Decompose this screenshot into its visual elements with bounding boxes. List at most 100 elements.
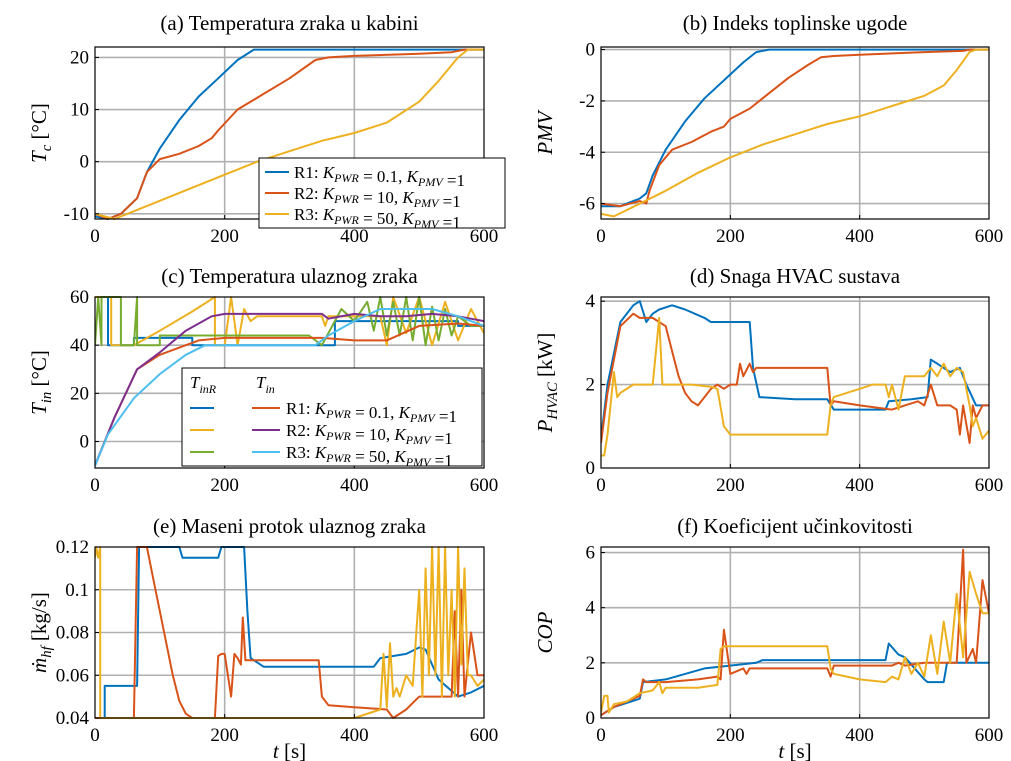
- series-line-1: [95, 296, 484, 347]
- x-tick-label: 600: [470, 226, 499, 247]
- y-tick-label: 0.04: [56, 708, 90, 729]
- x-tick-label: 200: [210, 725, 239, 746]
- x-tick-label: 600: [975, 475, 1004, 496]
- y-tick-label: 0.06: [56, 665, 89, 686]
- legend-entry: R2: KPWR = 10, KPMV =1: [286, 421, 453, 448]
- y-tick-label: -2: [579, 91, 595, 112]
- series-line-3: [95, 296, 484, 347]
- series-line-2: [95, 546, 484, 719]
- y-tick-label: 2: [586, 375, 596, 396]
- series-line-3: [95, 48, 484, 220]
- chart-panel-4: 0 200 400 600 0 2 4 (d) Snaga HVAC sustava PHVAC…: [533, 264, 1003, 496]
- y-axis-label: PHVAC [kW]: [533, 333, 561, 434]
- x-tick-label: 0: [596, 226, 606, 247]
- y-tick-label: 0: [80, 152, 90, 173]
- series-line-2: [601, 312, 989, 444]
- y-axis-label: COP: [533, 611, 557, 653]
- x-tick-label: 0: [90, 226, 100, 247]
- x-tick-label: 200: [210, 226, 239, 247]
- x-tick-label: 200: [716, 725, 745, 746]
- y-tick-label: 4: [586, 291, 596, 312]
- legend-header: Tin: [256, 373, 275, 396]
- y-tick-label: 40: [70, 335, 89, 356]
- legend-entry: R3: KPWR = 50, KPMV =1: [294, 205, 461, 232]
- y-tick-label: 20: [70, 383, 89, 404]
- chart-title: (c) Temperatura ulaznog zraka: [161, 264, 418, 288]
- chart-panel-2: 0 200 400 600 -6 -4 -2 0 (b) Indeks toplinske ug…: [533, 11, 1003, 247]
- y-axis-label: Tin [°C]: [27, 350, 55, 415]
- x-tick-label: 400: [845, 226, 874, 247]
- x-tick-label: 200: [210, 475, 239, 496]
- legend-entry: R2: KPWR = 10, KPMV =1: [294, 184, 461, 211]
- axes-frame: [94, 296, 485, 469]
- series-line-1: [601, 300, 989, 439]
- y-tick-label: -10: [64, 204, 89, 225]
- chart-title: (e) Maseni protok ulaznog zraka: [153, 514, 427, 538]
- chart-panel-5: 0 200 400 600 0.04 0.06 0.08 0.1 0.12 (e) Maseni …: [27, 514, 498, 761]
- y-axis-label: ṁhf [kg/s]: [27, 592, 55, 673]
- axes-frame: [600, 296, 990, 469]
- y-tick-label: 2: [586, 653, 596, 674]
- legend: TinR Tin R1: KPWR = 0.1, KPMV =1R2: KPWR =…: [181, 367, 483, 470]
- chart-title: (d) Snaga HVAC sustava: [690, 264, 901, 288]
- y-tick-label: -6: [579, 194, 595, 215]
- series-line-2: [95, 296, 484, 347]
- y-tick-label: 0: [586, 458, 596, 479]
- x-tick-label: 200: [716, 475, 745, 496]
- legend: R1: KPWR = 0.1, KPMV =1R2: KPWR = 10, KP…: [258, 157, 506, 232]
- x-tick-label: 400: [845, 725, 874, 746]
- y-tick-label: 6: [586, 543, 596, 564]
- legend-header: TinR: [190, 373, 217, 396]
- series-line-5: [95, 312, 484, 466]
- series-line-6: [95, 308, 484, 466]
- x-tick-label: 600: [470, 475, 499, 496]
- x-tick-label: 600: [470, 725, 499, 746]
- y-tick-label: 10: [70, 100, 89, 121]
- y-axis-label: Tc [°C]: [27, 103, 55, 163]
- x-tick-label: 0: [90, 725, 100, 746]
- x-tick-label: 400: [340, 226, 369, 247]
- series-line-3: [601, 316, 989, 457]
- series-line-1: [601, 48, 989, 208]
- x-tick-label: 400: [845, 475, 874, 496]
- y-axis-label: PMV: [533, 109, 557, 155]
- y-tick-label: 0: [586, 40, 596, 61]
- y-tick-label: 0: [80, 432, 90, 453]
- x-tick-label: 400: [340, 475, 369, 496]
- axes-frame: [600, 546, 990, 719]
- chart-title: (b) Indeks toplinske ugode: [683, 11, 908, 35]
- y-tick-label: 0.1: [65, 580, 89, 601]
- chart-title: (f) Koeficijent učinkovitosti: [677, 514, 913, 538]
- y-tick-label: 60: [70, 287, 89, 308]
- chart-panel-3: 0 200 400 600 0 20 40 60 (c) Temperatura ulaznog…: [27, 264, 498, 496]
- y-tick-label: -4: [579, 142, 595, 163]
- legend-entry: R1: KPWR = 0.1, KPMV =1: [294, 163, 465, 190]
- x-tick-label: 600: [975, 725, 1004, 746]
- series-line-2: [601, 48, 989, 208]
- plot-area: [601, 547, 989, 718]
- x-tick-label: 0: [596, 725, 606, 746]
- axes-frame: [600, 46, 990, 220]
- x-axis-label: t [s]: [778, 739, 811, 761]
- y-tick-label: 20: [70, 47, 89, 68]
- legend-entry: R3: KPWR = 50, KPMV =1: [286, 443, 453, 470]
- series-line-3: [601, 48, 989, 218]
- y-tick-label: 4: [586, 598, 596, 619]
- x-tick-label: 400: [340, 725, 369, 746]
- series-line-2: [601, 548, 989, 717]
- series-line-3: [601, 570, 989, 714]
- series-line-2: [95, 48, 484, 220]
- y-tick-label: 0.08: [56, 623, 89, 644]
- x-tick-label: 200: [716, 226, 745, 247]
- legend-entry: R1: KPWR = 0.1, KPMV =1: [286, 399, 457, 426]
- x-tick-label: 0: [596, 475, 606, 496]
- y-tick-label: 0: [586, 708, 596, 729]
- y-tick-label: 0.12: [56, 537, 89, 558]
- x-tick-label: 0: [90, 475, 100, 496]
- x-tick-label: 600: [975, 226, 1004, 247]
- chart-panel-6: 0 200 400 600 0 2 4 6 (f) Koeficijent učinkovito…: [533, 514, 1003, 761]
- chart-title: (a) Temperatura zraka u kabini: [160, 11, 418, 35]
- x-axis-label: t [s]: [273, 739, 306, 761]
